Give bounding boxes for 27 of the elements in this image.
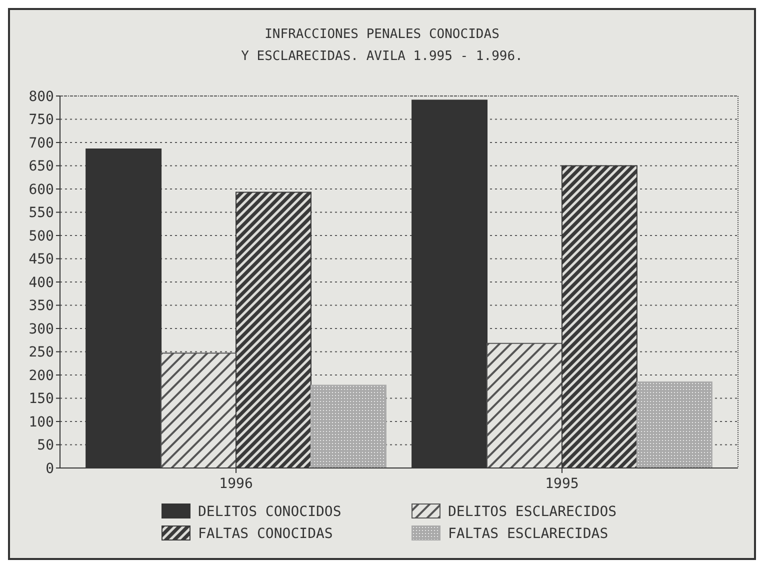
bar — [636, 381, 712, 468]
y-tick-label: 150 — [28, 391, 54, 408]
chart-title: INFRACCIONES PENALES CONOCIDAS Y ESCLARECIDAS. AVILA 1.995 - 1.996. — [241, 27, 523, 64]
legend-label: DELITOS CONOCIDOS — [198, 504, 342, 520]
legend-label: FALTAS ESCLARECIDAS — [448, 526, 608, 542]
y-tick-label: 250 — [28, 344, 54, 361]
y-tick-label: 650 — [28, 158, 54, 175]
y-tick-label: 600 — [28, 182, 54, 198]
y-tick-label: 700 — [28, 135, 54, 152]
y-tick-label: 50 — [37, 438, 54, 454]
legend-label: DELITOS ESCLARECIDOS — [448, 504, 617, 520]
y-tick-label: 400 — [28, 274, 54, 291]
y-tick-label: 500 — [28, 228, 54, 244]
x-tick-label: 1995 — [545, 476, 579, 492]
legend-label: FALTAS CONOCIDAS — [198, 526, 333, 542]
y-tick-label: 800 — [28, 88, 54, 105]
y-tick-label: 300 — [28, 321, 54, 338]
bar — [310, 384, 386, 468]
y-tick-label: 0 — [46, 460, 54, 477]
y-tick-label: 750 — [28, 112, 54, 128]
y-tick-label: 350 — [28, 298, 54, 314]
y-tick-label: 450 — [28, 252, 54, 268]
bar — [486, 342, 562, 468]
x-tick-label: 1996 — [219, 476, 253, 492]
y-tick-label: 550 — [28, 205, 54, 222]
y-tick-label: 200 — [28, 368, 54, 384]
y-tick-label: 100 — [28, 414, 54, 430]
